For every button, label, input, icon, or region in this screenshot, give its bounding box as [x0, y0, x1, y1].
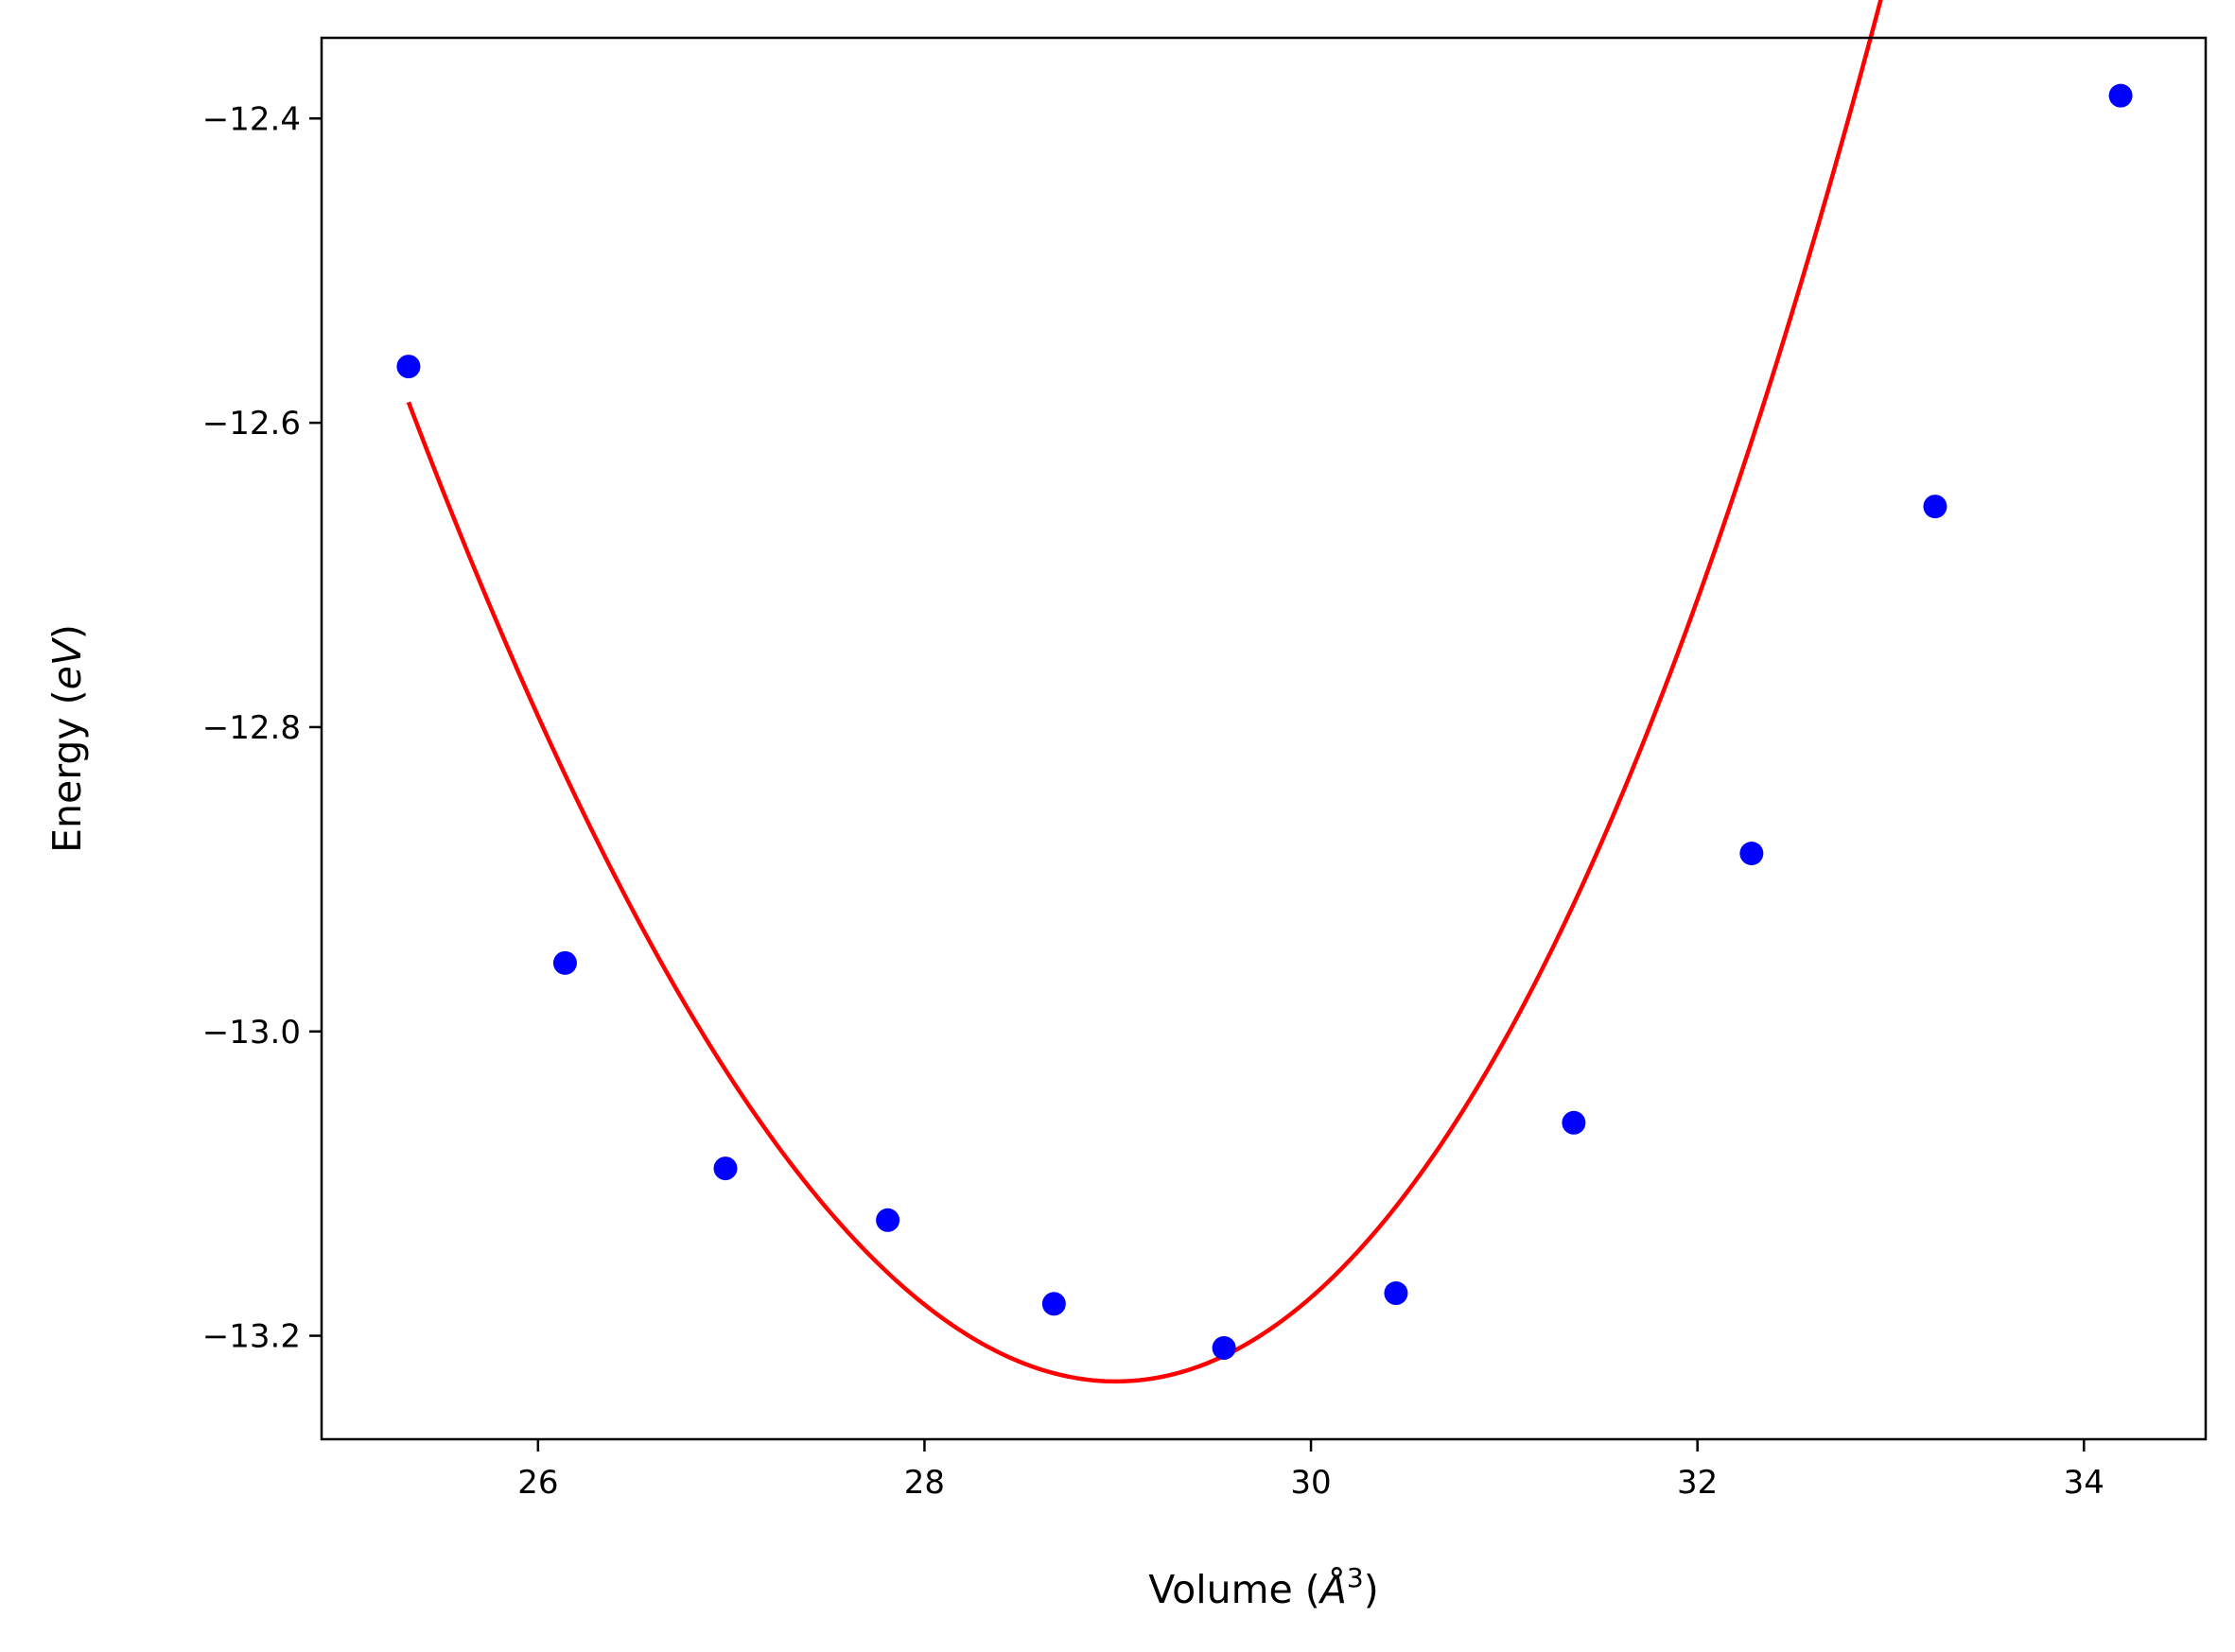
- data-point: [1739, 841, 1764, 865]
- x-axis-ticks: 26 28 30 32 34: [517, 1439, 2104, 1502]
- y-tick-label: −12.6: [202, 405, 301, 443]
- data-point: [876, 1208, 900, 1232]
- y-axis-label: Energy (eV): [44, 624, 90, 853]
- x-tick-label: 30: [1290, 1464, 1331, 1502]
- x-tick-label: 32: [1677, 1464, 1718, 1502]
- data-point: [1041, 1292, 1066, 1316]
- data-point: [1212, 1335, 1236, 1360]
- data-point: [1384, 1281, 1408, 1306]
- x-tick-label: 26: [517, 1464, 558, 1502]
- x-tick-label: 34: [2064, 1464, 2104, 1502]
- data-points-layer: [396, 83, 2133, 1360]
- data-point: [1562, 1110, 1586, 1135]
- data-point: [396, 355, 421, 379]
- x-tick-label: 28: [904, 1464, 945, 1502]
- y-tick-label: −12.4: [202, 100, 301, 138]
- plot-frame: [320, 36, 2208, 1441]
- data-point: [1923, 495, 1947, 519]
- x-axis-label: Volume (Å3): [1148, 1562, 1378, 1612]
- data-point: [2108, 83, 2133, 108]
- y-tick-label: −12.8: [202, 709, 301, 747]
- y-axis-ticks: −12.4 −12.6 −12.8 −13.0 −13.2: [202, 100, 322, 1356]
- y-tick-label: −13.0: [202, 1014, 301, 1052]
- y-tick-label: −13.2: [202, 1318, 301, 1356]
- fit-curve-layer: [406, 0, 1883, 1384]
- data-point: [552, 950, 577, 975]
- data-point: [713, 1156, 738, 1181]
- fit-curve-line: [406, 0, 1883, 1384]
